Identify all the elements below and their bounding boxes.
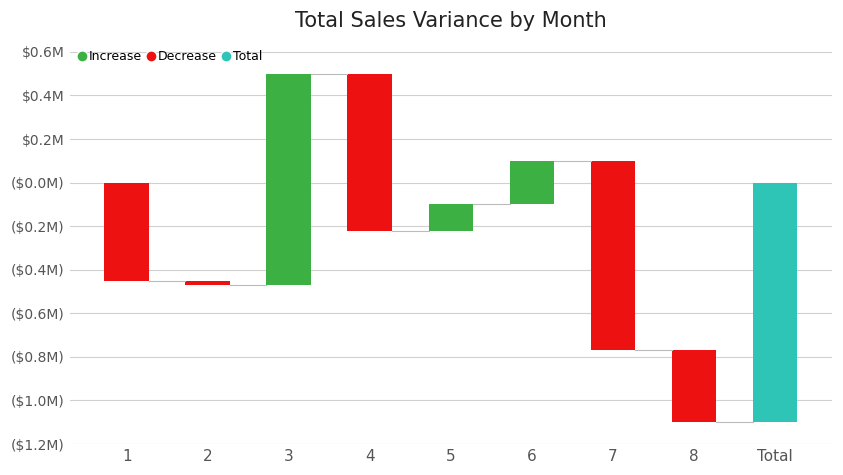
Bar	[591, 161, 635, 351]
Bar	[509, 161, 554, 204]
Title: Total Sales Variance by Month: Total Sales Variance by Month	[295, 11, 607, 31]
Bar	[753, 182, 797, 422]
Legend: Increase, Decrease, Total: Increase, Decrease, Total	[76, 47, 265, 65]
Bar	[347, 74, 392, 230]
Bar	[185, 281, 230, 285]
Bar	[105, 182, 149, 281]
Bar	[266, 74, 311, 285]
Bar	[672, 351, 717, 422]
Bar	[428, 204, 473, 230]
